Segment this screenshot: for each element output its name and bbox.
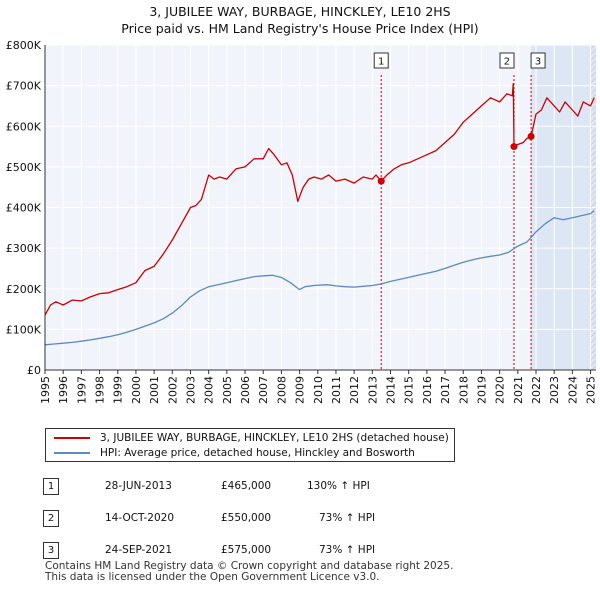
- x-tick-label: 2021: [512, 376, 525, 404]
- table-row: 3 24-SEP-2021 £575,000 73% ↑ HPI: [43, 534, 375, 566]
- x-tick-label: 2024: [566, 376, 579, 404]
- sale-point: [510, 143, 518, 151]
- x-tick-label: 1998: [94, 376, 107, 404]
- sale-number-badge: 1: [43, 477, 59, 495]
- x-tick-label: 2012: [348, 376, 361, 404]
- x-tick-label: 2020: [494, 376, 507, 404]
- sales-table: 1 28-JUN-2013 £465,000 130% ↑ HPI 2 14-O…: [43, 470, 375, 566]
- table-row: 2 14-OCT-2020 £550,000 73% ↑ HPI: [43, 502, 375, 534]
- y-tick-label: £0: [27, 364, 41, 377]
- y-tick-label: £800K: [6, 39, 42, 52]
- x-tick-label: 2006: [239, 376, 252, 404]
- sale-date: 28-JUN-2013: [105, 480, 172, 492]
- sale-date: 14-OCT-2020: [105, 512, 174, 524]
- x-tick-label: 2011: [330, 376, 343, 404]
- legend-swatch-property: [54, 437, 90, 439]
- x-tick-label: 2003: [184, 376, 197, 404]
- x-tick-label: 2017: [439, 376, 452, 404]
- y-tick-label: £600K: [6, 120, 42, 133]
- x-tick-label: 1996: [57, 376, 70, 404]
- legend-label-hpi: HPI: Average price, detached house, Hinc…: [100, 447, 415, 459]
- legend-swatch-hpi: [54, 452, 90, 454]
- y-tick-label: £300K: [6, 242, 42, 255]
- table-row: 1 28-JUN-2013 £465,000 130% ↑ HPI: [43, 470, 375, 502]
- sale-price: £550,000: [221, 512, 272, 524]
- sale-price: £465,000: [221, 480, 272, 492]
- sale-label-box: [373, 52, 389, 69]
- y-tick-label: £700K: [6, 80, 42, 93]
- x-tick-label: 2015: [403, 376, 416, 404]
- x-tick-label: 2004: [203, 376, 216, 404]
- footer-line-1: Contains HM Land Registry data © Crown c…: [45, 560, 454, 572]
- property-series-line: [44, 82, 595, 316]
- x-tick-label: 2022: [530, 376, 543, 404]
- x-tick-label: 2014: [385, 376, 398, 404]
- x-tick-label: 2019: [475, 376, 488, 404]
- title-line-2: Price paid vs. HM Land Registry's House …: [121, 21, 479, 36]
- y-tick-label: £200K: [6, 283, 42, 296]
- sale-hpi-change: 73% ↑ HPI: [319, 544, 376, 556]
- x-tick-label: 1999: [112, 376, 125, 404]
- sale-label-box: [530, 52, 546, 69]
- sale-point: [377, 177, 385, 185]
- sale-point: [527, 132, 535, 140]
- title-line-1: 3, JUBILEE WAY, BURBAGE, HINCKLEY, LE10 …: [149, 4, 451, 19]
- x-tick-label: 2008: [275, 376, 288, 404]
- y-tick-label: £400K: [6, 202, 42, 215]
- sale-date: 24-SEP-2021: [105, 544, 173, 556]
- sale-price: £575,000: [221, 544, 272, 556]
- x-tick-label: 2010: [312, 376, 325, 404]
- chart-title: 3, JUBILEE WAY, BURBAGE, HINCKLEY, LE10 …: [0, 3, 600, 37]
- sale-number-badge: 3: [43, 541, 59, 559]
- sale-hpi-change: 130% ↑ HPI: [307, 480, 370, 492]
- x-tick-label: 2018: [457, 376, 470, 404]
- x-tick-label: 2000: [130, 376, 143, 404]
- x-tick-label: 2001: [148, 376, 161, 404]
- x-tick-label: 2002: [166, 376, 179, 404]
- price-chart: £0 £100K £200K £300K £400K £500K £600K £700K £80…: [6, 39, 598, 404]
- footer: Contains HM Land Registry data © Crown c…: [45, 561, 453, 583]
- x-tick-label: 2007: [257, 376, 270, 404]
- x-tick-label: 2005: [221, 376, 234, 404]
- legend-item-property: 3, JUBILEE WAY, BURBAGE, HINCKLEY, LE10 …: [54, 431, 449, 445]
- sale-label-number: 1: [378, 57, 384, 68]
- sale-label-box: [499, 52, 515, 69]
- legend: 3, JUBILEE WAY, BURBAGE, HINCKLEY, LE10 …: [45, 428, 455, 462]
- sale-label-number: 3: [535, 57, 541, 68]
- x-tick-label: 2025: [585, 376, 598, 404]
- x-tick-label: 2023: [548, 376, 561, 404]
- legend-item-hpi: HPI: Average price, detached house, Hinc…: [54, 446, 415, 460]
- x-tick-label: 2013: [366, 376, 379, 404]
- sale-number-badge: 2: [43, 509, 59, 527]
- footer-line-2: This data is licensed under the Open Gov…: [45, 571, 380, 583]
- legend-label-property: 3, JUBILEE WAY, BURBAGE, HINCKLEY, LE10 …: [100, 432, 449, 444]
- hpi-series-line: [44, 210, 595, 346]
- x-tick-label: 2009: [294, 376, 307, 404]
- x-tick-label: 1997: [75, 376, 88, 404]
- x-tick-label: 2016: [421, 376, 434, 404]
- sale-label-number: 2: [504, 57, 510, 68]
- x-tick-label: 1995: [39, 376, 52, 404]
- y-tick-label: £500K: [6, 161, 42, 174]
- y-tick-label: £100K: [6, 323, 42, 336]
- sale-hpi-change: 73% ↑ HPI: [319, 512, 376, 524]
